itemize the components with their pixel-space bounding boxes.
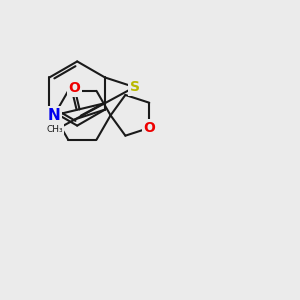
Text: N: N	[48, 108, 61, 123]
Text: CH₃: CH₃	[47, 125, 63, 134]
Text: S: S	[130, 80, 140, 94]
Text: O: O	[143, 121, 155, 135]
Text: O: O	[69, 81, 80, 95]
